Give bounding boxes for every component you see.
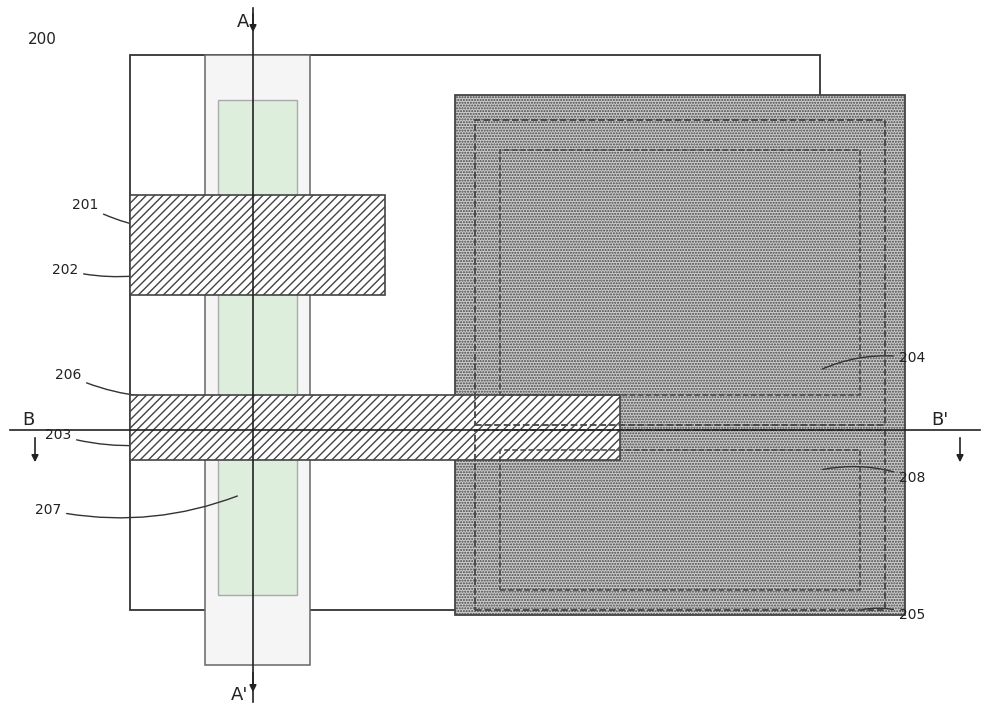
Text: 205: 205 — [863, 608, 925, 622]
Text: 208: 208 — [823, 467, 925, 485]
Text: A: A — [237, 13, 249, 31]
Bar — [218, 100, 297, 595]
Bar — [475, 120, 885, 425]
Bar — [500, 450, 860, 590]
Text: 207: 207 — [35, 496, 237, 518]
Bar — [130, 395, 620, 460]
Text: B': B' — [931, 411, 949, 429]
Bar — [205, 55, 310, 665]
Text: 200: 200 — [28, 32, 57, 47]
Bar — [130, 55, 820, 610]
Text: 203: 203 — [45, 428, 197, 445]
Text: 202: 202 — [52, 263, 182, 277]
Bar — [500, 150, 860, 395]
Text: 206: 206 — [55, 368, 197, 397]
Text: 204: 204 — [823, 351, 925, 369]
Text: B: B — [22, 411, 34, 429]
Bar — [475, 430, 885, 610]
Bar — [130, 195, 385, 295]
Text: A': A' — [231, 686, 249, 704]
Text: 201: 201 — [72, 198, 197, 231]
Bar — [455, 95, 905, 615]
